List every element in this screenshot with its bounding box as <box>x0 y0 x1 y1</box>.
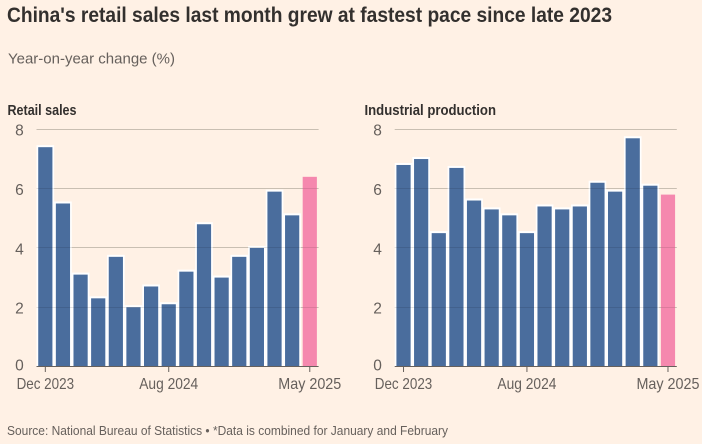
svg-text:8: 8 <box>373 123 382 140</box>
svg-text:4: 4 <box>373 241 382 258</box>
svg-text:Aug 2024: Aug 2024 <box>139 376 198 393</box>
svg-text:6: 6 <box>15 182 24 199</box>
svg-text:6: 6 <box>373 182 382 199</box>
svg-text:Year-on-year change (%): Year-on-year change (%) <box>8 51 175 68</box>
svg-text:Industrial production: Industrial production <box>365 102 497 119</box>
svg-text:May 2025: May 2025 <box>278 376 341 393</box>
svg-text:8: 8 <box>15 123 24 140</box>
svg-text:Dec 2023: Dec 2023 <box>17 376 75 393</box>
svg-text:May 2025: May 2025 <box>636 376 699 393</box>
svg-text:Source: National Bureau of Sta: Source: National Bureau of Statistics • … <box>7 423 448 438</box>
svg-text:2: 2 <box>15 301 24 318</box>
svg-text:Retail sales: Retail sales <box>8 102 77 119</box>
svg-text:0: 0 <box>15 357 24 374</box>
svg-text:2: 2 <box>373 301 382 318</box>
svg-text:4: 4 <box>15 241 24 258</box>
svg-text:China's retail sales last mont: China's retail sales last month grew at … <box>7 4 612 27</box>
svg-text:Dec 2023: Dec 2023 <box>375 376 433 393</box>
svg-text:Aug 2024: Aug 2024 <box>497 376 556 393</box>
svg-text:0: 0 <box>373 357 382 374</box>
